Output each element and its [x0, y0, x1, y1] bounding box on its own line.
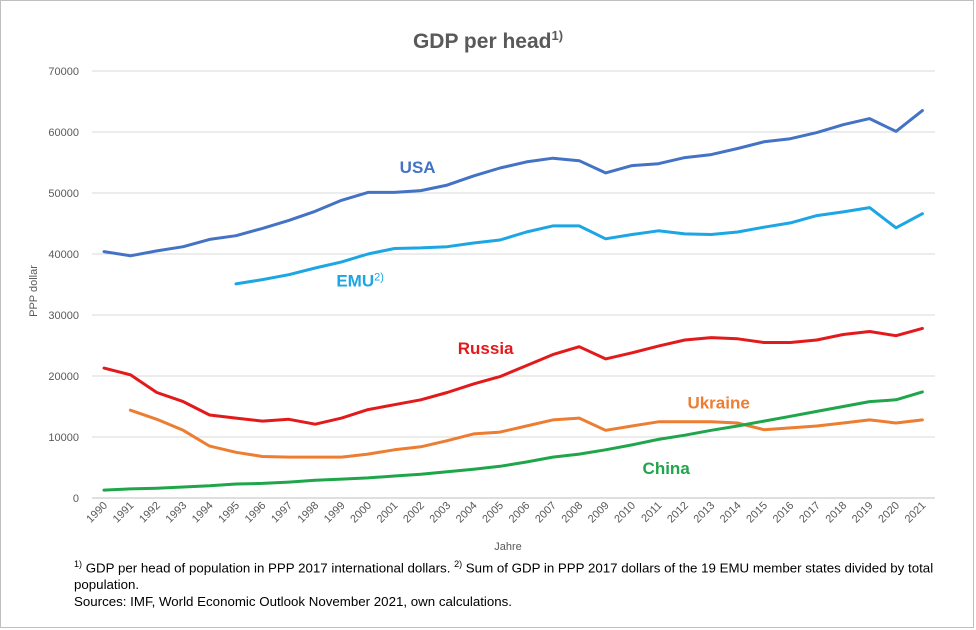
x-tick-1994: 1994: [190, 500, 216, 526]
series-line-emu: [234, 206, 924, 286]
series-line-ukraine: [128, 408, 924, 459]
x-tick-2016: 2016: [771, 500, 797, 526]
footnote-line-1: 1) GDP per head of population in PPP 201…: [74, 556, 954, 593]
x-tick-2020: 2020: [876, 500, 902, 526]
x-tick-1990: 1990: [84, 500, 110, 526]
x-tick-1995: 1995: [216, 500, 242, 526]
chart-title-text: GDP per head: [412, 30, 552, 53]
x-tick-1993: 1993: [164, 500, 190, 526]
footnote-sources: Sources: IMF, World Economic Outlook Nov…: [74, 594, 513, 610]
gridlines: [92, 70, 935, 499]
footnote-mark-2: 2): [454, 559, 463, 569]
x-tick-1992: 1992: [137, 500, 163, 526]
footnote-mark-1: 1): [74, 559, 83, 569]
y-tick-10000: 10000: [48, 432, 79, 444]
x-tick-1996: 1996: [243, 500, 269, 526]
series-label-china: China: [643, 459, 691, 478]
x-tick-2011: 2011: [639, 500, 664, 525]
series-line-usa: [102, 109, 924, 258]
series-label-emu: EMU2): [336, 271, 384, 290]
footnote-text-1: GDP per head of population in PPP 2017 i…: [82, 560, 455, 576]
chart-title-footnote-mark: 1): [551, 28, 564, 43]
x-tick-2006: 2006: [507, 500, 533, 526]
x-tick-2002: 2002: [401, 500, 427, 526]
x-tick-2013: 2013: [692, 500, 718, 526]
series-label-russia: Russia: [458, 339, 514, 358]
x-tick-2000: 2000: [348, 500, 374, 526]
chart-title: GDP per head1): [0, 28, 976, 54]
x-tick-2012: 2012: [665, 500, 691, 526]
x-tick-1999: 1999: [322, 500, 348, 526]
x-tick-1998: 1998: [296, 500, 322, 526]
x-tick-2021: 2021: [903, 500, 929, 526]
x-axis-label: Jahre: [494, 541, 522, 553]
x-tick-2015: 2015: [744, 500, 770, 526]
y-tick-30000: 30000: [48, 310, 79, 322]
series-line-russia: [102, 326, 924, 426]
y-tick-50000: 50000: [48, 188, 79, 200]
y-tick-60000: 60000: [48, 127, 79, 139]
x-tick-labels: 1990 1991 1992 1993 1994 1995 1996 1997 1998 1999…: [84, 500, 928, 526]
x-tick-2003: 2003: [428, 500, 454, 526]
x-tick-2014: 2014: [718, 500, 744, 526]
x-tick-2018: 2018: [824, 500, 850, 526]
x-tick-2005: 2005: [480, 500, 506, 526]
series-lines: [102, 109, 924, 492]
x-tick-2008: 2008: [560, 500, 586, 526]
y-tick-labels: 0 10000 20000 30000 40000 50000 60000 70000: [48, 66, 79, 505]
x-tick-2004: 2004: [454, 500, 480, 526]
x-tick-2010: 2010: [612, 500, 638, 526]
x-tick-1991: 1991: [111, 500, 137, 526]
x-tick-2017: 2017: [797, 500, 823, 526]
series-labels: USA EMU2) Russia Ukraine China: [336, 158, 749, 478]
footnotes: 1) GDP per head of population in PPP 201…: [74, 556, 954, 610]
series-label-ukraine: Ukraine: [687, 393, 749, 412]
y-tick-0: 0: [73, 493, 79, 505]
x-tick-2001: 2001: [375, 500, 401, 526]
footnote-text-2: Sum of GDP in PPP 2017 dollars of the 19…: [74, 560, 934, 593]
series-line-china: [102, 390, 924, 492]
x-tick-2007: 2007: [533, 500, 559, 526]
x-tick-2009: 2009: [586, 500, 612, 526]
y-tick-40000: 40000: [48, 249, 79, 261]
x-tick-2019: 2019: [850, 500, 876, 526]
series-label-footnote-mark: 2): [374, 271, 384, 283]
x-tick-1997: 1997: [269, 500, 295, 526]
series-label-usa: USA: [400, 158, 436, 177]
y-tick-70000: 70000: [48, 66, 79, 78]
y-tick-20000: 20000: [48, 371, 79, 383]
